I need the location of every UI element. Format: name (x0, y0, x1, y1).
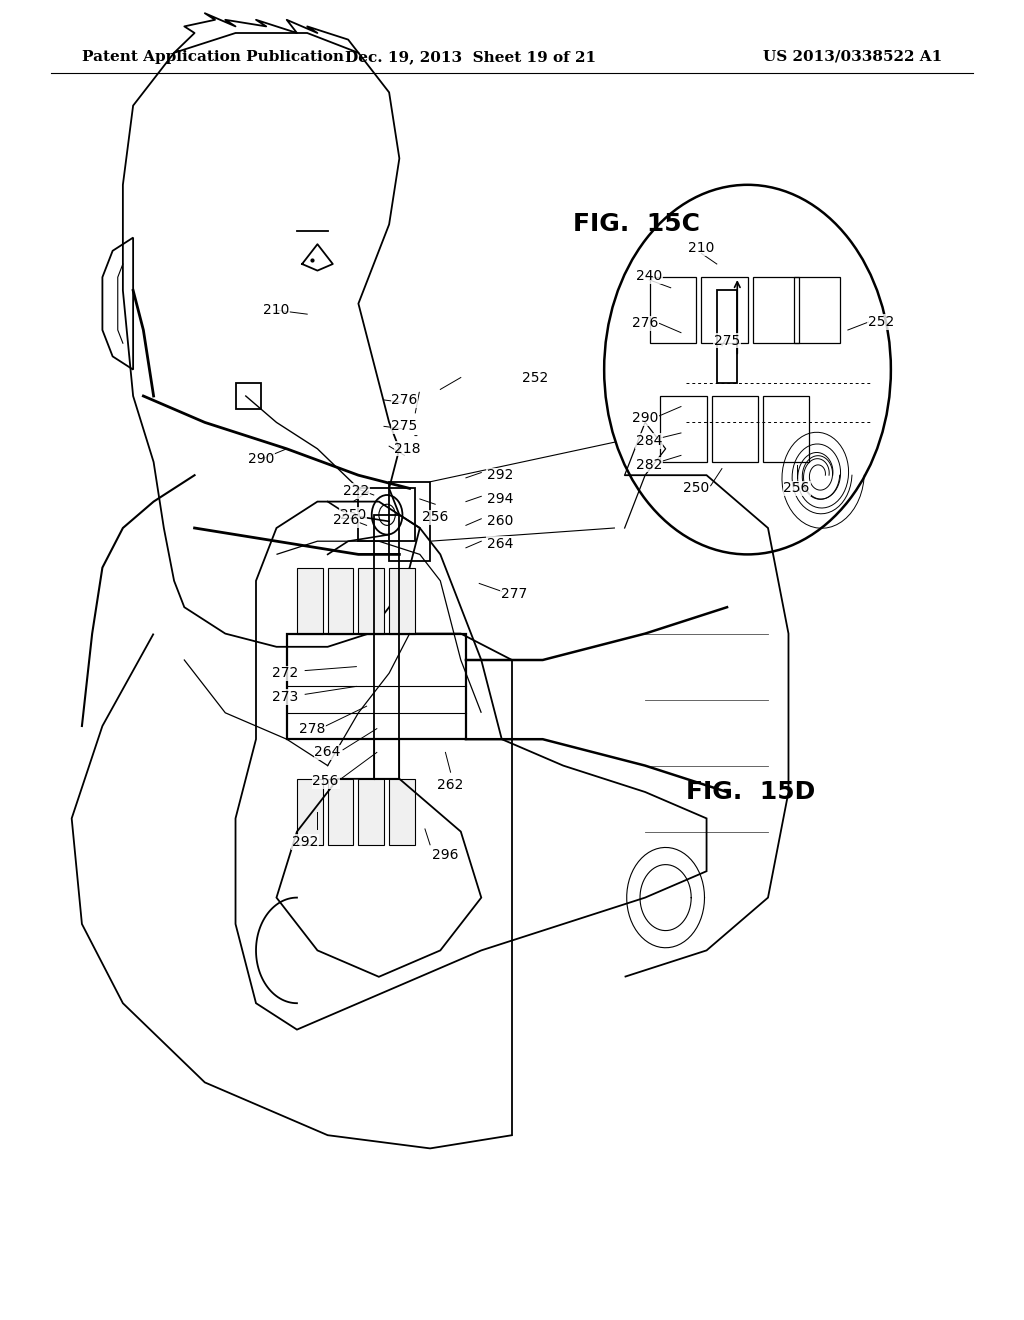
Bar (389, 482, 430, 561)
Text: 284: 284 (636, 434, 663, 447)
Text: 264: 264 (486, 537, 513, 550)
Text: 262: 262 (437, 779, 464, 792)
Text: 273: 273 (271, 690, 298, 704)
Bar (650, 277, 696, 343)
Text: 282: 282 (636, 458, 663, 471)
Text: 218: 218 (394, 442, 421, 455)
Text: 222: 222 (343, 484, 370, 498)
Text: 275: 275 (391, 420, 418, 433)
Text: 294: 294 (486, 492, 513, 506)
Bar (701, 277, 748, 343)
Bar (389, 779, 415, 845)
Text: 278: 278 (299, 722, 326, 735)
Bar (297, 779, 323, 845)
Text: 226: 226 (333, 513, 359, 527)
Bar (358, 488, 415, 541)
Text: 276: 276 (391, 393, 418, 407)
Text: 277: 277 (501, 587, 527, 601)
Text: 240: 240 (636, 269, 663, 282)
Bar (794, 277, 840, 343)
Bar (328, 568, 353, 634)
Bar (712, 396, 758, 462)
Text: 256: 256 (312, 775, 339, 788)
Text: 272: 272 (271, 667, 298, 680)
Text: 292: 292 (486, 469, 513, 482)
Text: 292: 292 (292, 836, 318, 849)
Text: 210: 210 (263, 304, 290, 317)
Text: Patent Application Publication: Patent Application Publication (82, 50, 344, 63)
Bar (358, 568, 384, 634)
Bar (328, 779, 353, 845)
Text: US 2013/0338522 A1: US 2013/0338522 A1 (763, 50, 942, 63)
Text: 256: 256 (783, 482, 810, 495)
Text: 296: 296 (432, 849, 459, 862)
Text: 276: 276 (632, 317, 658, 330)
Text: 256: 256 (422, 511, 449, 524)
Text: 290: 290 (632, 412, 658, 425)
Bar (717, 290, 737, 383)
Text: 275: 275 (714, 334, 740, 347)
Text: FIG.  15C: FIG. 15C (573, 213, 700, 236)
Bar (763, 396, 809, 462)
Text: 290: 290 (248, 453, 274, 466)
Bar (287, 634, 466, 739)
Text: 252: 252 (522, 371, 549, 384)
Text: Dec. 19, 2013  Sheet 19 of 21: Dec. 19, 2013 Sheet 19 of 21 (345, 50, 597, 63)
Text: FIG.  15D: FIG. 15D (686, 780, 815, 804)
Text: 260: 260 (486, 515, 513, 528)
Text: 252: 252 (867, 315, 894, 329)
Bar (389, 568, 415, 634)
Bar (358, 779, 384, 845)
Text: 210: 210 (688, 242, 715, 255)
Bar (374, 515, 399, 779)
Bar (753, 277, 799, 343)
Bar (297, 568, 323, 634)
Text: 250: 250 (683, 482, 710, 495)
Text: 250: 250 (340, 508, 367, 521)
Text: 264: 264 (314, 746, 341, 759)
Bar (236, 383, 261, 409)
Bar (660, 396, 707, 462)
